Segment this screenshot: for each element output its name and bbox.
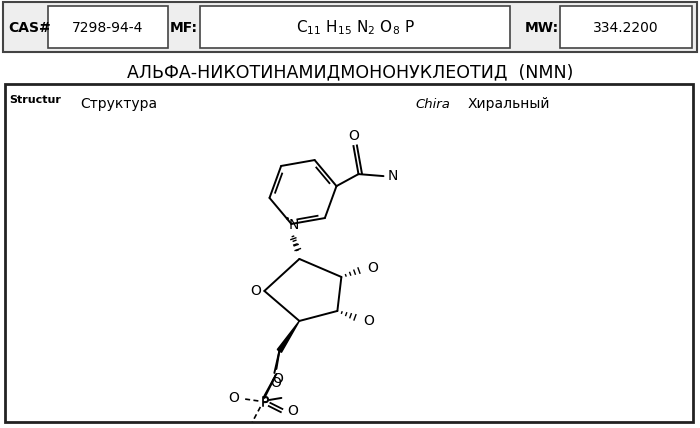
Text: O: O: [363, 314, 374, 328]
Text: O: O: [348, 129, 359, 143]
Bar: [560, 6, 692, 48]
Text: O: O: [270, 376, 281, 390]
Polygon shape: [277, 321, 300, 352]
Text: O: O: [238, 427, 248, 428]
Text: O: O: [228, 391, 239, 405]
Bar: [5, 84, 693, 422]
Text: N: N: [288, 218, 299, 232]
Text: CAS#: CAS#: [8, 21, 50, 35]
Text: N: N: [387, 169, 398, 183]
Text: Structur: Structur: [9, 95, 61, 105]
Text: MF:: MF:: [170, 21, 198, 35]
Text: 7298-94-4: 7298-94-4: [72, 21, 144, 35]
Text: O: O: [367, 261, 378, 275]
Text: P: P: [260, 395, 269, 409]
Text: MW:: MW:: [525, 21, 559, 35]
Text: O: O: [250, 284, 261, 298]
Text: C$_{11}$ H$_{15}$ N$_2$ O$_8$ P: C$_{11}$ H$_{15}$ N$_2$ O$_8$ P: [295, 19, 414, 37]
Bar: [3, 2, 697, 52]
Text: Хиральный: Хиральный: [468, 97, 550, 111]
Text: O: O: [272, 372, 283, 386]
Text: Chira: Chira: [415, 98, 450, 110]
Text: АЛЬФА-НИКОТИНАМИДМОНОНУКЛЕОТИД  (NMN): АЛЬФА-НИКОТИНАМИДМОНОНУКЛЕОТИД (NMN): [127, 63, 573, 81]
Text: Структура: Структура: [80, 97, 157, 111]
Text: O: O: [287, 404, 298, 418]
Bar: [200, 6, 510, 48]
Text: 334.2200: 334.2200: [593, 21, 659, 35]
Bar: [48, 6, 168, 48]
Text: P: P: [260, 396, 269, 410]
